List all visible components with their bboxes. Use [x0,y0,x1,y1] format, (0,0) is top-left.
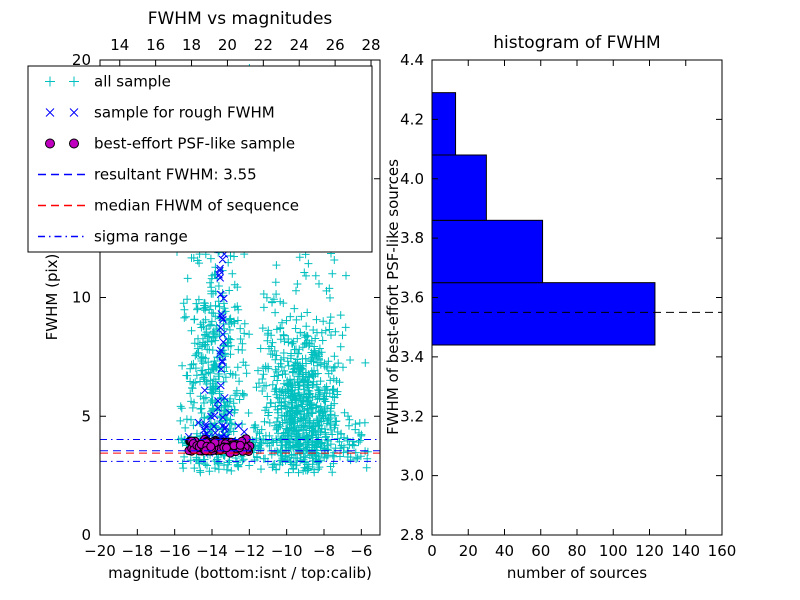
x-tick-label: 80 [567,542,586,560]
left-plot-ticks: −20 −18 −16 −14 −12 −10 −8 −6 14 16 18 20 22 24 26 28 0 5… [72,36,381,560]
x-tick-label: −20 [84,542,116,560]
x-tick-label: −10 [271,542,303,560]
y-tick-label: 20 [72,51,91,69]
histogram-bar [431,92,457,156]
y-tick-label: 4.2 [400,110,424,128]
x-tick-label: −12 [234,542,266,560]
top-tick-label: 22 [254,36,273,54]
top-tick-label: 14 [110,36,129,54]
legend-box [27,65,373,253]
left-plot: −20 −18 −16 −14 −12 −10 −8 −6 14 16 18 20 22 24 26 28 0 5… [43,9,381,582]
legend-item-label: all sample [94,73,171,91]
x-tick-label: 140 [671,542,700,560]
left-axes-frame [99,59,381,536]
legend-item-label: median FHWM of sequence [94,197,299,215]
legend-marker-x [45,108,55,117]
legend-item-label: best-effort PSF-like sample [94,135,295,153]
x-tick-label: 60 [531,542,550,560]
top-tick-label: 24 [290,36,309,54]
legend-item: sample for rough FWHM [45,104,275,122]
left-plot-content: −20 −18 −16 −14 −12 −10 −8 −6 14 16 18 20 22 24 26 28 0 5… [72,36,381,560]
right-plot-ylabel: FWHM of best-effort PSF-like sources [384,159,402,435]
legend-item: best-effort PSF-like sample [45,135,295,153]
legend-marker-circle [45,138,55,149]
legend-item: resultant FWHM: 3.55 [38,166,257,184]
x-tick-label: 20 [459,542,478,560]
right-plot-xlabel: number of sources [507,564,647,582]
legend-item: all sample [45,73,171,91]
left-plot-data [100,64,380,477]
top-tick-label: 18 [182,36,201,54]
legend-item-label: resultant FWHM: 3.55 [94,166,257,184]
legend-marker-x [69,108,79,117]
legend-item-label: sigma range [94,228,188,246]
histogram-bar [431,219,544,284]
y-tick-label: 10 [72,289,91,307]
histogram-bar [431,282,656,346]
legend: all sample sample for rough FWHM best-effo… [27,65,373,253]
right-plot: 0 20 40 60 80 100 120 140 160 2.8 3.0 3.2 3.4 3.6 3.8 4… [384,33,736,582]
top-tick-label: 28 [361,36,380,54]
x-tick-label: 120 [635,542,664,560]
histogram-bars [431,92,656,346]
top-tick-label: 16 [146,36,165,54]
x-tick-label: −16 [159,542,191,560]
right-plot-content: 0 20 40 60 80 100 120 140 160 2.8 3.0 3.2 3.4 3.6 3.8 4… [400,51,736,560]
scatter-all-sample [165,64,373,477]
legend-item: sigma range [38,228,188,246]
x-tick-label: −6 [350,542,372,560]
y-tick-label: 4.4 [400,51,424,69]
y-tick-label: 3.0 [400,467,424,485]
legend-marker-circle [69,138,79,149]
x-tick-label: 40 [495,542,514,560]
right-plot-title: histogram of FWHM [493,33,660,53]
y-tick-label: 0 [81,526,91,544]
left-plot-ylabel: FWHM (pix) [43,254,61,341]
left-plot-xlabel: magnitude (bottom:isnt / top:calib) [108,564,372,582]
x-tick-label: −8 [313,542,335,560]
right-plot-ticks: 0 20 40 60 80 100 120 140 160 2.8 3.0 3.2 3.4 3.6 3.8 4… [400,51,736,560]
left-plot-title: FWHM vs magnitudes [148,9,333,29]
y-tick-label: 4.0 [400,170,424,188]
x-tick-label: 160 [708,542,737,560]
x-tick-label: 0 [427,542,437,560]
y-tick-label: 3.8 [400,229,424,247]
top-tick-label: 26 [326,36,345,54]
y-tick-label: 3.2 [400,407,424,425]
y-tick-label: 2.8 [400,526,424,544]
legend-item-label: sample for rough FWHM [94,104,275,122]
legend-marker-plus [69,76,79,87]
histogram-bar [431,154,487,221]
psf-sample-point [206,442,216,452]
y-tick-label: 5 [81,407,91,425]
y-tick-label: 3.6 [400,289,424,307]
x-tick-label: −18 [122,542,154,560]
psf-sample-point [235,440,245,450]
top-tick-label: 20 [218,36,237,54]
legend-item: median FHWM of sequence [38,197,299,215]
legend-marker-plus [45,76,55,87]
right-axes-frame [431,59,723,536]
x-tick-label: −14 [196,542,228,560]
x-tick-label: 100 [599,542,628,560]
y-tick-label: 3.4 [400,348,424,366]
